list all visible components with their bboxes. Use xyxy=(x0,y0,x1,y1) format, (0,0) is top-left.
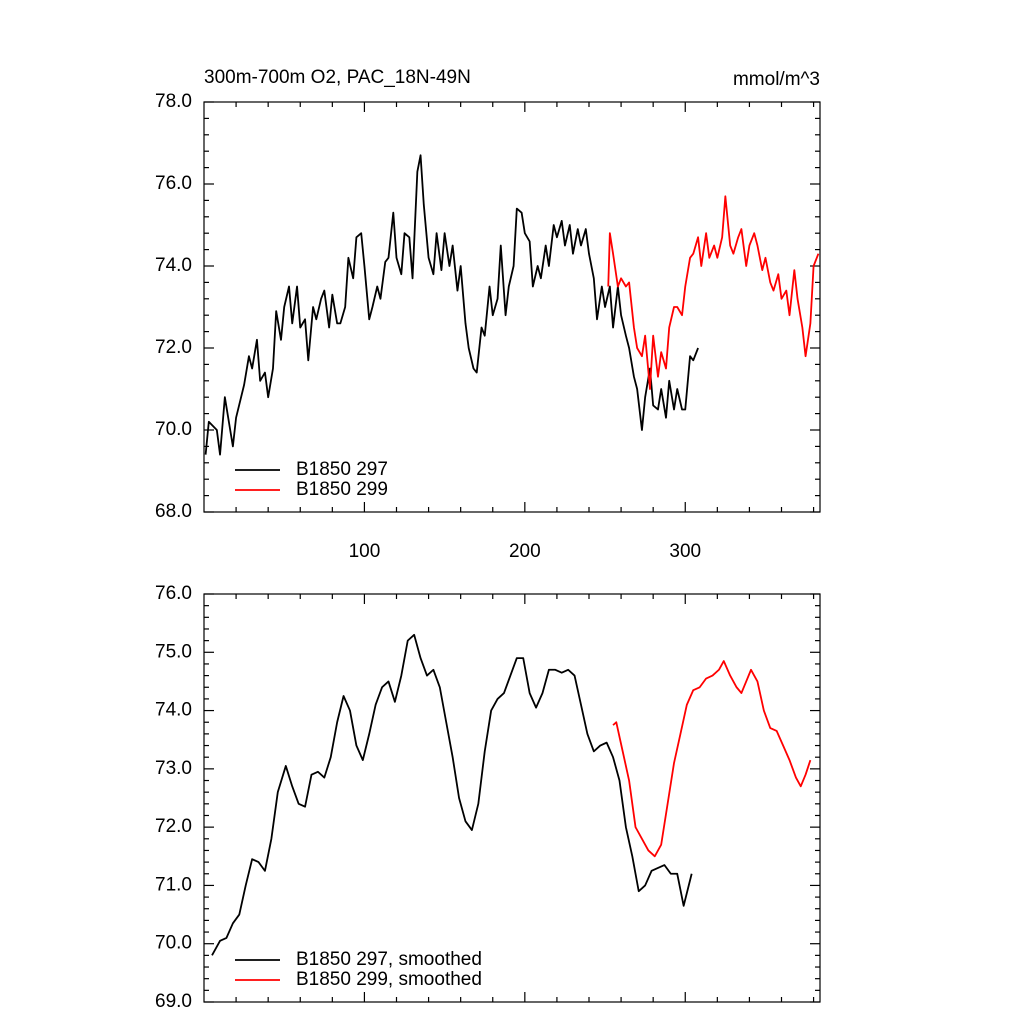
data-line xyxy=(612,660,812,858)
units-label: mmol/m^3 xyxy=(733,69,820,90)
plot-frame xyxy=(203,593,821,1003)
data-line xyxy=(204,154,699,456)
y-tick-label: 78.0 xyxy=(155,91,192,112)
x-tick-label: 200 xyxy=(509,541,541,562)
data-line xyxy=(607,195,820,390)
y-tick-label: 70.0 xyxy=(155,933,192,954)
y-tick-label: 73.0 xyxy=(155,758,192,779)
y-tick-label: 74.0 xyxy=(155,700,192,721)
x-tick-label: 300 xyxy=(669,541,701,562)
y-tick-label: 76.0 xyxy=(155,583,192,604)
x-tick-label: 100 xyxy=(349,541,381,562)
y-tick-label: 72.0 xyxy=(155,816,192,837)
y-tick-label: 76.0 xyxy=(155,173,192,194)
legend-label: B1850 297, smoothed xyxy=(296,949,482,970)
legend-label: B1850 297 xyxy=(296,459,388,480)
y-tick-label: 72.0 xyxy=(155,337,192,358)
data-line xyxy=(211,633,693,956)
y-tick-label: 74.0 xyxy=(155,255,192,276)
y-tick-label: 75.0 xyxy=(155,641,192,662)
y-tick-label: 69.0 xyxy=(155,991,192,1012)
y-tick-label: 71.0 xyxy=(155,874,192,895)
plot-frame xyxy=(203,101,821,513)
chart-title: 300m-700m O2, PAC_18N-49N xyxy=(204,67,471,88)
y-tick-label: 68.0 xyxy=(155,501,192,522)
legend-label: B1850 299 xyxy=(296,479,388,500)
legend-label: B1850 299, smoothed xyxy=(296,969,482,990)
y-tick-label: 70.0 xyxy=(155,419,192,440)
